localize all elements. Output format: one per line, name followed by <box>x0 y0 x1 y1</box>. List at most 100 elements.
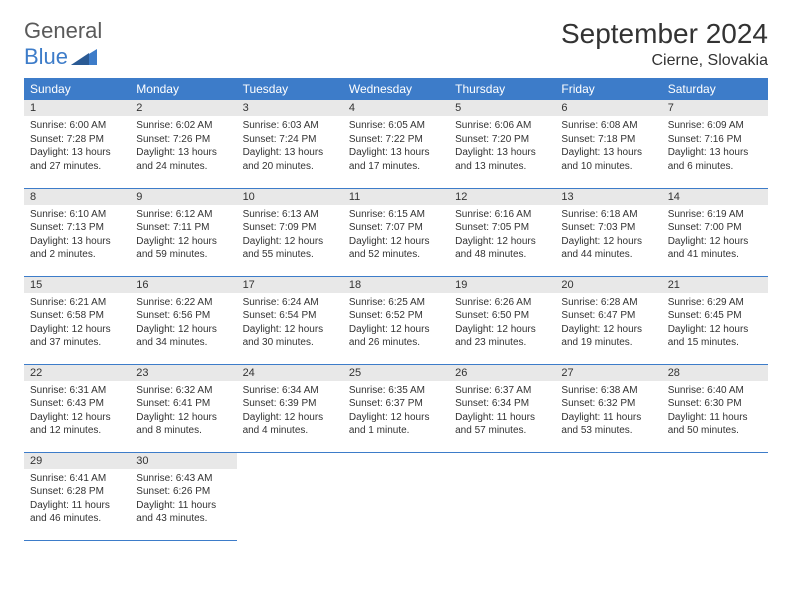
day-number: 13 <box>555 189 661 205</box>
day-number: 24 <box>237 365 343 381</box>
day-body: Sunrise: 6:22 AMSunset: 6:56 PMDaylight:… <box>130 293 236 353</box>
calendar-cell-empty <box>237 452 343 540</box>
day-body: Sunrise: 6:16 AMSunset: 7:05 PMDaylight:… <box>449 205 555 265</box>
day-body: Sunrise: 6:12 AMSunset: 7:11 PMDaylight:… <box>130 205 236 265</box>
day-body: Sunrise: 6:08 AMSunset: 7:18 PMDaylight:… <box>555 116 661 176</box>
day-body: Sunrise: 6:18 AMSunset: 7:03 PMDaylight:… <box>555 205 661 265</box>
calendar-cell: 30Sunrise: 6:43 AMSunset: 6:26 PMDayligh… <box>130 452 236 540</box>
day-number: 2 <box>130 100 236 116</box>
day-number: 27 <box>555 365 661 381</box>
day-body: Sunrise: 6:15 AMSunset: 7:07 PMDaylight:… <box>343 205 449 265</box>
calendar-row: 22Sunrise: 6:31 AMSunset: 6:43 PMDayligh… <box>24 364 768 452</box>
weekday-header-row: SundayMondayTuesdayWednesdayThursdayFrid… <box>24 78 768 100</box>
logo: General Blue <box>24 18 102 70</box>
day-number: 26 <box>449 365 555 381</box>
day-number: 11 <box>343 189 449 205</box>
location: Cierne, Slovakia <box>561 52 768 70</box>
weekday-header: Saturday <box>662 78 768 100</box>
day-body: Sunrise: 6:10 AMSunset: 7:13 PMDaylight:… <box>24 205 130 265</box>
calendar-cell: 8Sunrise: 6:10 AMSunset: 7:13 PMDaylight… <box>24 188 130 276</box>
calendar-cell: 12Sunrise: 6:16 AMSunset: 7:05 PMDayligh… <box>449 188 555 276</box>
day-body: Sunrise: 6:29 AMSunset: 6:45 PMDaylight:… <box>662 293 768 353</box>
calendar-cell: 17Sunrise: 6:24 AMSunset: 6:54 PMDayligh… <box>237 276 343 364</box>
header: General Blue September 2024 Cierne, Slov… <box>24 18 768 70</box>
weekday-header: Monday <box>130 78 236 100</box>
day-number: 22 <box>24 365 130 381</box>
calendar-cell: 28Sunrise: 6:40 AMSunset: 6:30 PMDayligh… <box>662 364 768 452</box>
logo-word1: General <box>24 18 102 43</box>
calendar-row: 29Sunrise: 6:41 AMSunset: 6:28 PMDayligh… <box>24 452 768 540</box>
calendar-cell: 15Sunrise: 6:21 AMSunset: 6:58 PMDayligh… <box>24 276 130 364</box>
calendar-cell: 13Sunrise: 6:18 AMSunset: 7:03 PMDayligh… <box>555 188 661 276</box>
calendar-cell: 10Sunrise: 6:13 AMSunset: 7:09 PMDayligh… <box>237 188 343 276</box>
day-body: Sunrise: 6:00 AMSunset: 7:28 PMDaylight:… <box>24 116 130 176</box>
day-number: 25 <box>343 365 449 381</box>
calendar-cell: 29Sunrise: 6:41 AMSunset: 6:28 PMDayligh… <box>24 452 130 540</box>
day-body: Sunrise: 6:35 AMSunset: 6:37 PMDaylight:… <box>343 381 449 441</box>
calendar-cell: 18Sunrise: 6:25 AMSunset: 6:52 PMDayligh… <box>343 276 449 364</box>
day-number: 10 <box>237 189 343 205</box>
calendar-cell: 27Sunrise: 6:38 AMSunset: 6:32 PMDayligh… <box>555 364 661 452</box>
calendar-cell: 20Sunrise: 6:28 AMSunset: 6:47 PMDayligh… <box>555 276 661 364</box>
day-number: 21 <box>662 277 768 293</box>
day-number: 8 <box>24 189 130 205</box>
calendar-cell-empty <box>449 452 555 540</box>
day-body: Sunrise: 6:06 AMSunset: 7:20 PMDaylight:… <box>449 116 555 176</box>
calendar-cell: 4Sunrise: 6:05 AMSunset: 7:22 PMDaylight… <box>343 100 449 188</box>
calendar-cell: 22Sunrise: 6:31 AMSunset: 6:43 PMDayligh… <box>24 364 130 452</box>
day-number: 12 <box>449 189 555 205</box>
calendar-cell: 16Sunrise: 6:22 AMSunset: 6:56 PMDayligh… <box>130 276 236 364</box>
day-body: Sunrise: 6:05 AMSunset: 7:22 PMDaylight:… <box>343 116 449 176</box>
day-body: Sunrise: 6:13 AMSunset: 7:09 PMDaylight:… <box>237 205 343 265</box>
day-body: Sunrise: 6:34 AMSunset: 6:39 PMDaylight:… <box>237 381 343 441</box>
month-title: September 2024 <box>561 18 768 50</box>
day-body: Sunrise: 6:28 AMSunset: 6:47 PMDaylight:… <box>555 293 661 353</box>
weekday-header: Tuesday <box>237 78 343 100</box>
day-number: 3 <box>237 100 343 116</box>
calendar-cell: 7Sunrise: 6:09 AMSunset: 7:16 PMDaylight… <box>662 100 768 188</box>
day-body: Sunrise: 6:26 AMSunset: 6:50 PMDaylight:… <box>449 293 555 353</box>
day-body: Sunrise: 6:38 AMSunset: 6:32 PMDaylight:… <box>555 381 661 441</box>
day-number: 9 <box>130 189 236 205</box>
calendar-cell-empty <box>555 452 661 540</box>
day-body: Sunrise: 6:32 AMSunset: 6:41 PMDaylight:… <box>130 381 236 441</box>
day-number: 30 <box>130 453 236 469</box>
calendar-cell: 26Sunrise: 6:37 AMSunset: 6:34 PMDayligh… <box>449 364 555 452</box>
calendar-cell: 6Sunrise: 6:08 AMSunset: 7:18 PMDaylight… <box>555 100 661 188</box>
day-number: 6 <box>555 100 661 116</box>
day-body: Sunrise: 6:02 AMSunset: 7:26 PMDaylight:… <box>130 116 236 176</box>
day-number: 1 <box>24 100 130 116</box>
day-number: 14 <box>662 189 768 205</box>
weekday-header: Wednesday <box>343 78 449 100</box>
calendar-cell: 3Sunrise: 6:03 AMSunset: 7:24 PMDaylight… <box>237 100 343 188</box>
calendar-cell: 21Sunrise: 6:29 AMSunset: 6:45 PMDayligh… <box>662 276 768 364</box>
calendar-cell-empty <box>343 452 449 540</box>
day-body: Sunrise: 6:41 AMSunset: 6:28 PMDaylight:… <box>24 469 130 529</box>
calendar-row: 1Sunrise: 6:00 AMSunset: 7:28 PMDaylight… <box>24 100 768 188</box>
calendar-body: 1Sunrise: 6:00 AMSunset: 7:28 PMDaylight… <box>24 100 768 540</box>
day-number: 19 <box>449 277 555 293</box>
day-number: 29 <box>24 453 130 469</box>
day-body: Sunrise: 6:19 AMSunset: 7:00 PMDaylight:… <box>662 205 768 265</box>
title-block: September 2024 Cierne, Slovakia <box>561 18 768 70</box>
day-body: Sunrise: 6:24 AMSunset: 6:54 PMDaylight:… <box>237 293 343 353</box>
day-number: 23 <box>130 365 236 381</box>
calendar-cell: 14Sunrise: 6:19 AMSunset: 7:00 PMDayligh… <box>662 188 768 276</box>
day-number: 4 <box>343 100 449 116</box>
logo-text: General Blue <box>24 18 102 70</box>
calendar-row: 15Sunrise: 6:21 AMSunset: 6:58 PMDayligh… <box>24 276 768 364</box>
logo-triangle-icon <box>71 49 97 65</box>
calendar-cell: 1Sunrise: 6:00 AMSunset: 7:28 PMDaylight… <box>24 100 130 188</box>
day-number: 20 <box>555 277 661 293</box>
day-body: Sunrise: 6:03 AMSunset: 7:24 PMDaylight:… <box>237 116 343 176</box>
day-body: Sunrise: 6:31 AMSunset: 6:43 PMDaylight:… <box>24 381 130 441</box>
calendar-cell: 25Sunrise: 6:35 AMSunset: 6:37 PMDayligh… <box>343 364 449 452</box>
day-body: Sunrise: 6:25 AMSunset: 6:52 PMDaylight:… <box>343 293 449 353</box>
calendar-cell: 23Sunrise: 6:32 AMSunset: 6:41 PMDayligh… <box>130 364 236 452</box>
day-number: 18 <box>343 277 449 293</box>
calendar-cell: 2Sunrise: 6:02 AMSunset: 7:26 PMDaylight… <box>130 100 236 188</box>
day-body: Sunrise: 6:09 AMSunset: 7:16 PMDaylight:… <box>662 116 768 176</box>
calendar-cell: 5Sunrise: 6:06 AMSunset: 7:20 PMDaylight… <box>449 100 555 188</box>
day-body: Sunrise: 6:43 AMSunset: 6:26 PMDaylight:… <box>130 469 236 529</box>
day-number: 5 <box>449 100 555 116</box>
